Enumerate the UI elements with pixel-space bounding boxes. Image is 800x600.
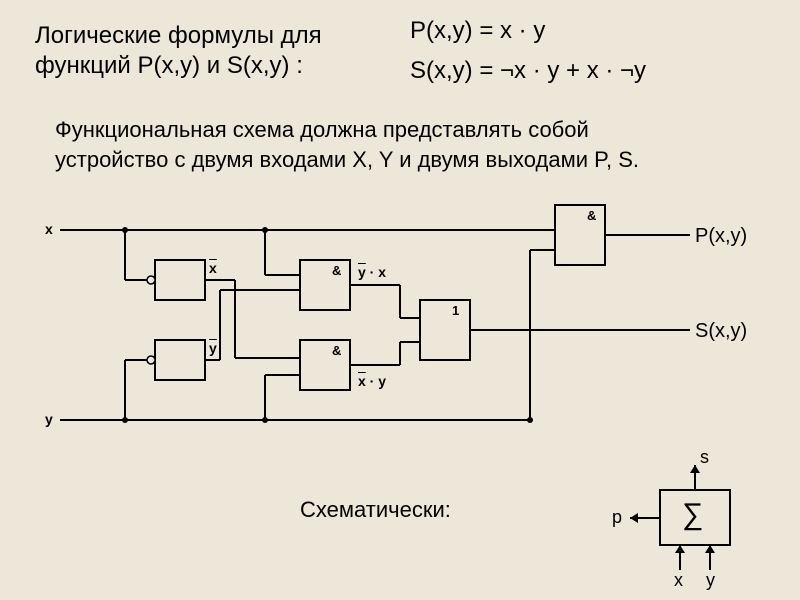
label-yx: y · x xyxy=(358,263,386,282)
schematic-s: s xyxy=(700,445,709,469)
label-not-y: y xyxy=(209,339,217,358)
label-not-x: x xyxy=(209,259,217,278)
label-xy: x · y xyxy=(358,372,386,391)
schematic-y: y xyxy=(706,568,715,592)
label-input-y: y xyxy=(45,410,53,429)
gate-and-output: & xyxy=(587,207,596,225)
schematic-block xyxy=(630,465,730,570)
label-output-s: S(x,y) xyxy=(695,318,747,345)
label-output-p: P(x,y) xyxy=(695,223,747,250)
schematic-p: p xyxy=(612,505,622,529)
label-input-x: x xyxy=(45,220,53,239)
sum-symbol: ∑ xyxy=(682,495,703,536)
schematic-x: x xyxy=(674,568,683,592)
gate-or: 1 xyxy=(452,302,459,320)
schematic-label: Схематически: xyxy=(300,495,451,525)
gate-and-top: & xyxy=(332,262,341,280)
gate-and-bottom: & xyxy=(332,342,341,360)
